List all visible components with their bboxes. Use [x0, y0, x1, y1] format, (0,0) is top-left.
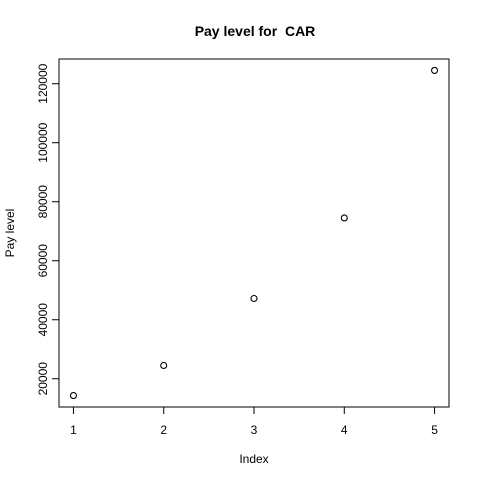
- data-points: [69, 66, 439, 400]
- x-tick-label: 1: [70, 423, 77, 437]
- x-tick-label: 5: [431, 423, 438, 437]
- data-point: [69, 392, 77, 400]
- x-axis-label: Index: [239, 452, 268, 466]
- data-point: [250, 294, 258, 303]
- y-tick-label: 20000: [36, 362, 50, 396]
- chart-title: Pay level for CAR: [195, 23, 316, 39]
- y-axis-label: Pay level: [3, 209, 17, 258]
- y-tick-label: 100000: [36, 122, 50, 162]
- y-tick-label: 60000: [36, 244, 50, 278]
- data-point: [160, 361, 168, 370]
- x-tick-label: 4: [341, 423, 348, 437]
- x-tick-label: 2: [160, 423, 167, 437]
- y-tick-label: 120000: [36, 63, 50, 103]
- y-tick-label: 40000: [36, 303, 50, 337]
- data-point: [431, 66, 439, 74]
- data-point: [340, 214, 348, 222]
- y-tick-label: 80000: [36, 185, 50, 219]
- y-axis: 20000 40000 60000 80000 100000 120000: [36, 63, 60, 396]
- x-axis: 1 2 3 4 5: [70, 406, 438, 437]
- x-tick-label: 3: [251, 423, 258, 437]
